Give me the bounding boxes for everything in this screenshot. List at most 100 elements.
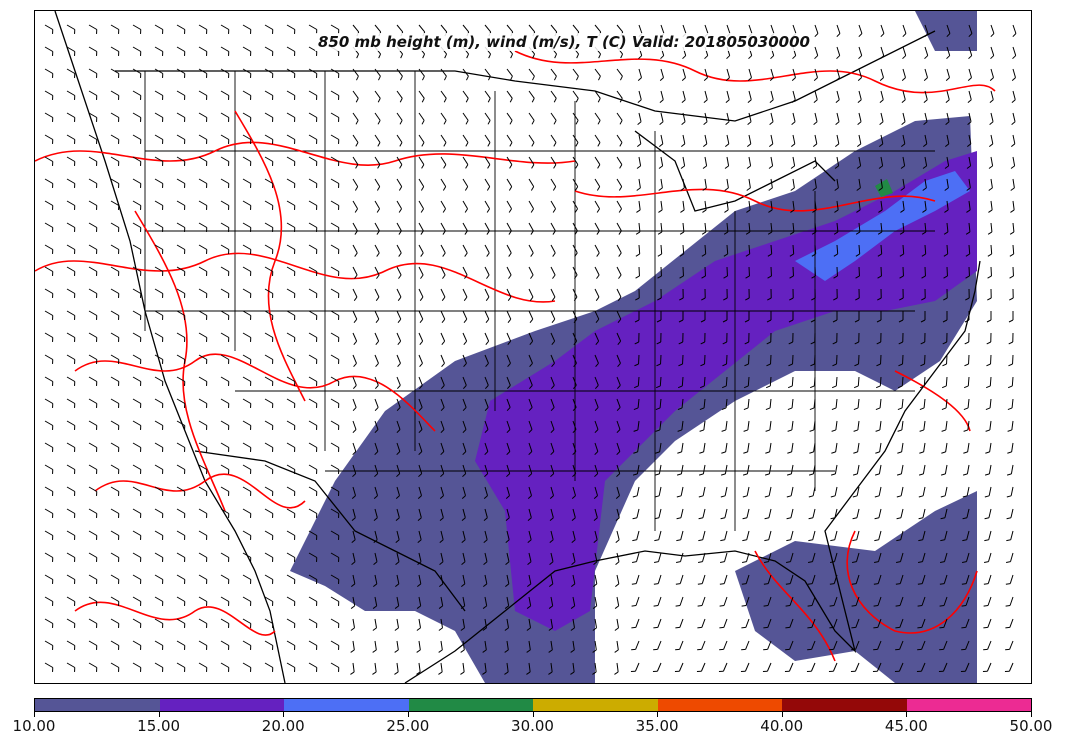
wind-barb	[308, 90, 318, 100]
wind-barb	[923, 134, 928, 147]
wind-barb	[198, 376, 208, 386]
wind-barb	[286, 662, 296, 672]
great-lakes	[634, 130, 836, 212]
wind-barb	[110, 332, 120, 342]
wind-barb	[264, 486, 274, 496]
wind-barb	[720, 508, 728, 520]
wind-barb	[946, 46, 951, 60]
colorbar-tick	[158, 712, 160, 717]
wind-barb	[308, 200, 318, 210]
wind-barb	[308, 662, 318, 672]
wind-barb	[373, 508, 378, 522]
wind-barb	[394, 662, 399, 675]
wind-barb	[220, 200, 230, 210]
wind-barb	[374, 266, 380, 279]
colorbar-tick	[532, 712, 534, 717]
wind-barb	[987, 288, 992, 301]
wind-barb	[264, 618, 274, 628]
wind-barb	[439, 530, 444, 544]
wind-barb	[549, 508, 554, 522]
wind-barb	[834, 178, 839, 191]
wind-barb	[154, 24, 164, 34]
wind-barb	[765, 398, 772, 411]
wind-barb	[614, 618, 619, 631]
wind-barb	[132, 288, 142, 298]
wind-barb	[945, 134, 950, 147]
wind-barb	[88, 398, 98, 408]
wind-barb	[416, 662, 421, 675]
wind-barb	[418, 288, 424, 301]
wind-barb	[701, 222, 707, 235]
wind-barb	[550, 222, 556, 235]
wind-barb	[592, 596, 598, 609]
wind-barb	[352, 90, 359, 103]
wind-barb	[154, 222, 164, 232]
wind-barb	[592, 662, 597, 675]
wind-barb	[833, 244, 839, 257]
wind-barb	[220, 112, 230, 122]
wind-barb	[44, 46, 54, 56]
wind-barb	[330, 156, 340, 166]
wind-barb	[220, 464, 230, 474]
wind-barb	[154, 178, 164, 188]
wind-barb	[440, 442, 445, 456]
wind-barb	[484, 354, 489, 368]
wind-barb	[44, 596, 54, 606]
wind-barb	[351, 552, 356, 566]
wind-barb	[550, 288, 556, 301]
wind-barb	[742, 508, 750, 520]
wind-barb	[921, 266, 926, 279]
wind-barb	[703, 134, 708, 147]
wind-barb	[352, 310, 358, 323]
wind-barb	[962, 552, 970, 563]
wind-barb	[809, 420, 816, 432]
wind-barb	[88, 332, 98, 342]
wind-barb	[88, 134, 98, 144]
wind-barb	[132, 508, 142, 518]
wind-barb	[440, 222, 446, 235]
wind-barb	[594, 310, 600, 323]
wind-barb	[986, 332, 992, 345]
wind-barb	[44, 354, 54, 364]
wind-barb	[352, 178, 359, 191]
wind-barb	[785, 640, 794, 651]
wind-barb	[528, 288, 534, 301]
wind-barb	[396, 354, 401, 368]
wind-barb	[592, 640, 597, 653]
wind-barb	[198, 420, 208, 430]
wind-barb	[88, 464, 98, 474]
wind-barb	[395, 486, 400, 500]
wind-barb	[570, 596, 576, 609]
wind-barb	[899, 266, 904, 279]
wind-barb	[154, 68, 164, 78]
wind-barb	[417, 486, 422, 500]
wind-barb	[418, 442, 423, 456]
wind-barb	[633, 442, 640, 454]
wind-barb	[242, 112, 252, 122]
wind-barb	[940, 530, 948, 542]
wind-barb	[632, 464, 640, 476]
wind-barb	[961, 640, 970, 651]
wind-barb	[176, 420, 186, 430]
wind-barb	[438, 596, 444, 609]
wind-barb	[66, 552, 76, 562]
wind-barb	[264, 68, 274, 78]
wind-barb	[943, 222, 949, 235]
wind-barb	[616, 156, 623, 169]
wind-barb	[154, 530, 164, 540]
wind-barb	[787, 420, 794, 432]
wind-barb	[572, 266, 578, 279]
wind-barb	[920, 354, 926, 367]
wind-barb	[836, 24, 841, 38]
wind-barb	[330, 464, 340, 474]
wind-barb	[745, 266, 750, 279]
wind-barb	[984, 530, 992, 542]
wind-barb	[438, 662, 443, 675]
wind-barb	[852, 530, 860, 542]
wind-barb	[659, 112, 664, 126]
wind-barb	[989, 112, 994, 126]
wind-barb	[528, 68, 535, 81]
wind-barb	[1006, 530, 1014, 542]
wind-barb	[616, 112, 623, 125]
wind-barb	[900, 156, 906, 169]
